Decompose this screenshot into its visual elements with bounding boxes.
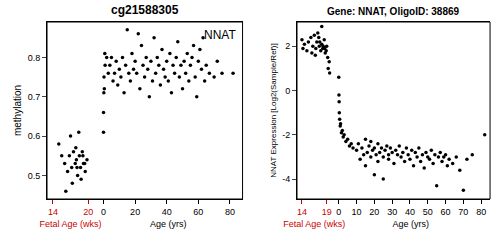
svg-text:40: 40 [162, 207, 172, 217]
svg-text:-2: -2 [282, 130, 290, 140]
svg-text:14: 14 [297, 207, 307, 217]
svg-text:2: 2 [285, 41, 290, 51]
svg-text:0.6: 0.6 [28, 131, 41, 141]
svg-text:NNAT Expression [Log2(Sample/R: NNAT Expression [Log2(Sample/Ref)] [269, 43, 278, 177]
svg-text:0.8: 0.8 [28, 53, 41, 63]
svg-text:cg21588305: cg21588305 [111, 3, 179, 17]
svg-text:-4: -4 [282, 174, 290, 184]
svg-text:Age (yrs): Age (yrs) [393, 219, 430, 229]
svg-text:14: 14 [48, 207, 58, 217]
svg-text:60: 60 [193, 207, 203, 217]
svg-text:Age (yrs): Age (yrs) [150, 219, 187, 229]
svg-text:20: 20 [83, 207, 93, 217]
svg-text:Fetal Age (wks): Fetal Age (wks) [283, 219, 345, 229]
svg-text:60: 60 [441, 207, 451, 217]
svg-text:50: 50 [423, 207, 433, 217]
svg-text:Fetal Age (wks): Fetal Age (wks) [40, 219, 102, 229]
svg-text:80: 80 [225, 207, 235, 217]
svg-text:methylation: methylation [12, 85, 23, 136]
svg-text:Gene: NNAT, OligoID: 38869: Gene: NNAT, OligoID: 38869 [327, 6, 460, 17]
svg-text:20: 20 [130, 207, 140, 217]
svg-text:40: 40 [405, 207, 415, 217]
svg-text:0: 0 [285, 86, 290, 96]
svg-text:20: 20 [369, 207, 379, 217]
svg-text:0: 0 [336, 207, 341, 217]
svg-text:80: 80 [476, 207, 486, 217]
svg-text:19: 19 [322, 207, 332, 217]
svg-text:NNAT: NNAT [204, 28, 236, 42]
svg-text:70: 70 [458, 207, 468, 217]
svg-text:30: 30 [387, 207, 397, 217]
svg-text:0.7: 0.7 [28, 92, 41, 102]
svg-text:10: 10 [352, 207, 362, 217]
svg-text:0.5: 0.5 [28, 171, 41, 181]
svg-text:0: 0 [101, 207, 106, 217]
